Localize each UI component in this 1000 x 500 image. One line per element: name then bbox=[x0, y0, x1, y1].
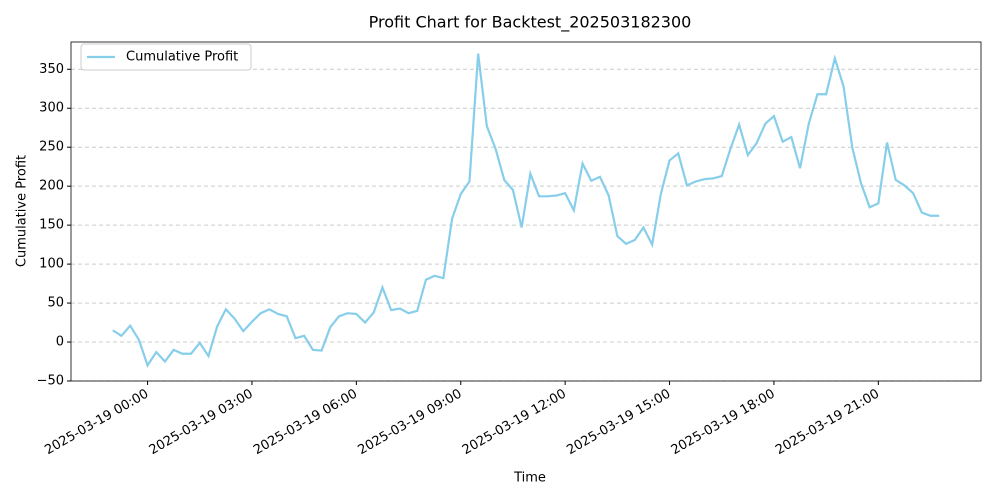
x-tick-label: 2025-03-19 18:00 bbox=[669, 387, 778, 459]
plot-frame bbox=[70, 41, 982, 382]
x-tick-label: 2025-03-19 03:00 bbox=[147, 387, 256, 459]
legend-label: Cumulative Profit bbox=[126, 50, 238, 65]
y-axis-label: Cumulative Profit bbox=[15, 155, 30, 267]
y-tick-label: 350 bbox=[39, 62, 64, 77]
x-tick-label: 2025-03-19 15:00 bbox=[564, 387, 673, 459]
y-tick-label: 0 bbox=[56, 335, 64, 350]
x-axis-label: Time bbox=[513, 471, 546, 486]
y-tick-label: 150 bbox=[39, 218, 64, 233]
x-tick-label: 2025-03-19 00:00 bbox=[42, 387, 151, 459]
legend: Cumulative Profit bbox=[80, 43, 252, 71]
legend-box bbox=[80, 43, 252, 71]
y-tick-label: 200 bbox=[39, 179, 64, 194]
x-tick-label: 2025-03-19 21:00 bbox=[773, 387, 882, 459]
x-tick-label: 2025-03-19 09:00 bbox=[356, 387, 465, 459]
x-tick-label: 2025-03-19 06:00 bbox=[251, 387, 360, 459]
y-tick-label: 300 bbox=[39, 101, 64, 116]
chart-title: Profit Chart for Backtest_202503182300 bbox=[369, 13, 692, 33]
y-tick-label: 50 bbox=[47, 296, 64, 311]
line bbox=[112, 53, 940, 368]
x-tick-label: 2025-03-19 12:00 bbox=[460, 387, 569, 459]
y-tick-label: 100 bbox=[39, 257, 64, 272]
y-tick-label: −50 bbox=[37, 374, 64, 389]
y-tick-label: 250 bbox=[39, 140, 64, 155]
